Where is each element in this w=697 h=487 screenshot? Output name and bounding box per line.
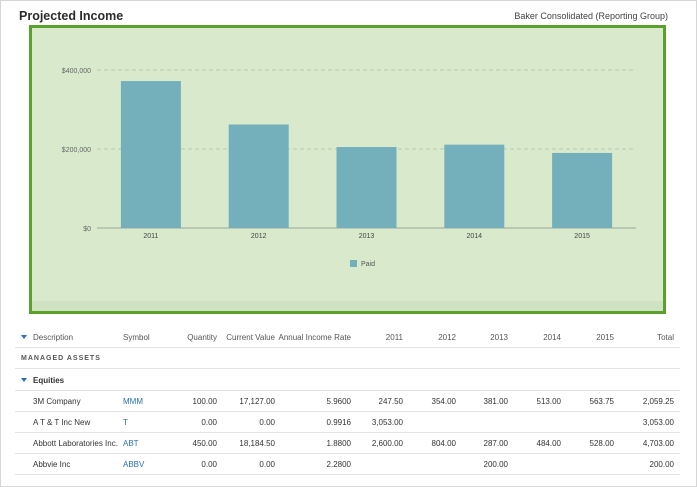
y-tick-label: $0 (83, 226, 91, 233)
bar-2014 (444, 144, 505, 228)
row-symbol-link[interactable]: ABBV (123, 460, 145, 469)
row-2013: 381.00 (483, 397, 508, 406)
row-2015: 528.00 (589, 439, 614, 448)
row-current-value: 17,127.00 (239, 397, 275, 406)
row-rate: 5.9600 (326, 397, 351, 406)
row-quantity: 0.00 (201, 418, 217, 427)
x-tick-label: 2014 (467, 233, 483, 240)
row-2012: 354.00 (431, 397, 456, 406)
table-row: Abbott Laboratories Inc. ABT 450.00 18,1… (15, 433, 680, 454)
col-2011[interactable]: 2011 (385, 333, 403, 342)
row-symbol-link[interactable]: T (123, 418, 128, 427)
row-description: A T & T Inc New (33, 418, 91, 427)
col-2013[interactable]: 2013 (490, 333, 508, 342)
row-total: 3,053.00 (642, 418, 674, 427)
row-2013: 287.00 (483, 439, 508, 448)
row-2011: 3,053.00 (371, 418, 403, 427)
bar-2011 (120, 81, 181, 228)
row-description: Abbvie Inc (33, 460, 71, 469)
row-current-value: 0.00 (259, 418, 275, 427)
col-2012[interactable]: 2012 (438, 333, 456, 342)
table-row: A T & T Inc New T 0.00 0.00 0.9916 3,053… (15, 412, 680, 433)
income-chart: $0 $200,000 $400,000 2011 2012 2013 2014 2015 Pa… (29, 25, 666, 314)
row-2014 (513, 412, 561, 433)
row-total: 200.00 (649, 460, 674, 469)
row-2014: 484.00 (536, 439, 561, 448)
row-2014: 513.00 (536, 397, 561, 406)
table-row: 3M Company MMM 100.00 17,127.00 5.9600 2… (15, 391, 680, 412)
row-total: 4,703.00 (642, 439, 674, 448)
row-description: 3M Company (33, 397, 81, 406)
row-rate: 1.8800 (326, 439, 351, 448)
row-rate: 2.2800 (326, 460, 351, 469)
table-header-row: Description Symbol Quantity Current Valu… (15, 327, 680, 348)
bar-2012 (228, 124, 289, 228)
x-tick-label: 2015 (574, 233, 590, 240)
row-2015 (566, 454, 614, 475)
row-rate: 0.9916 (326, 418, 351, 427)
row-quantity: 0.00 (201, 460, 217, 469)
row-symbol-link[interactable]: ABT (123, 439, 139, 448)
reporting-group-name: Baker Consolidated (Reporting Group) (514, 11, 668, 21)
row-2012: 804.00 (431, 439, 456, 448)
row-2011: 247.50 (378, 397, 403, 406)
row-2012 (408, 412, 456, 433)
row-total: 2,059.25 (642, 397, 674, 406)
table-row: Abbvie Inc ABBV 0.00 0.00 2.2800 200.00 … (15, 454, 680, 475)
chart-footer-band (32, 301, 663, 311)
row-2015: 563.75 (589, 397, 614, 406)
legend-label: Paid (361, 261, 375, 268)
row-symbol-link[interactable]: MMM (123, 397, 143, 406)
bar-2015 (552, 152, 613, 228)
x-tick-label: 2012 (251, 233, 267, 240)
bar-2013 (336, 147, 397, 228)
y-tick-label: $400,000 (62, 68, 91, 75)
col-2015[interactable]: 2015 (596, 333, 614, 342)
income-chart-svg: $0 $200,000 $400,000 2011 2012 2013 2014 2015 Pa… (62, 68, 636, 268)
row-2015 (566, 412, 614, 433)
section-row-managed-assets: MANAGED ASSETS (15, 348, 680, 369)
x-tick-label: 2013 (359, 233, 375, 240)
col-total[interactable]: Total (657, 333, 674, 342)
col-quantity[interactable]: Quantity (187, 333, 217, 342)
x-tick-label: 2011 (143, 233, 158, 240)
row-2012 (408, 454, 456, 475)
col-current-value[interactable]: Current Value (226, 333, 275, 342)
row-2013 (460, 412, 508, 433)
group-row-equities[interactable]: Equities (15, 370, 680, 391)
collapse-caret-icon[interactable] (21, 335, 27, 339)
row-quantity: 100.00 (192, 397, 217, 406)
group-label: Equities (33, 376, 65, 385)
row-current-value: 18,184.50 (239, 439, 275, 448)
row-2011 (355, 454, 403, 475)
col-symbol[interactable]: Symbol (123, 333, 150, 342)
row-2014 (513, 454, 561, 475)
row-2011: 2,600.00 (371, 439, 403, 448)
expand-caret-icon[interactable] (21, 378, 27, 382)
row-2013: 200.00 (483, 460, 508, 469)
col-description[interactable]: Description (33, 333, 74, 342)
row-description: Abbott Laboratories Inc. (33, 439, 118, 448)
row-current-value: 0.00 (259, 460, 275, 469)
col-2014[interactable]: 2014 (543, 333, 561, 342)
section-label: MANAGED ASSETS (21, 355, 101, 362)
y-tick-label: $200,000 (62, 147, 91, 154)
page-title: Projected Income (19, 9, 124, 23)
row-quantity: 450.00 (192, 439, 217, 448)
col-annual-income-rate[interactable]: Annual Income Rate (278, 333, 352, 342)
legend-swatch (350, 260, 357, 267)
